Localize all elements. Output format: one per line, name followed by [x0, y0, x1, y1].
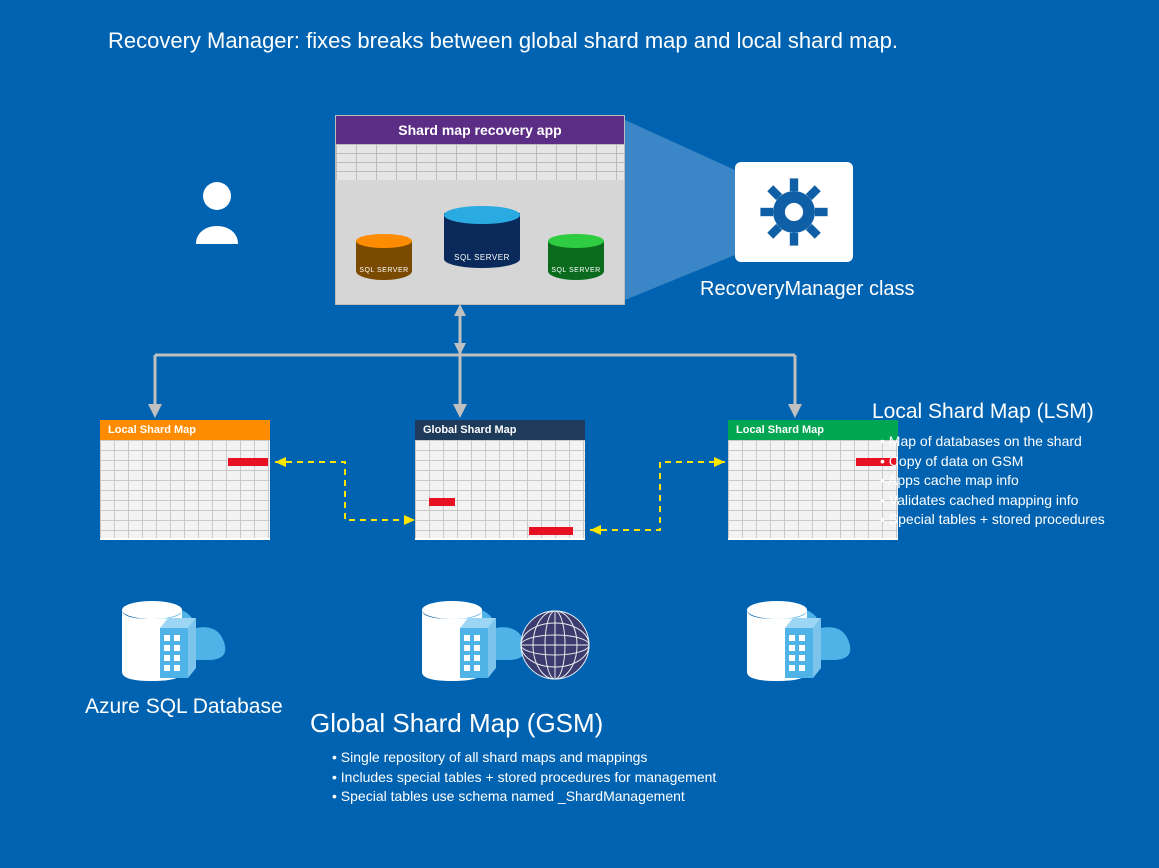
recovery-app-panel: Shard map recovery app SQL SERVER SQL SE… [335, 115, 625, 305]
azure-db-icon-center [390, 580, 620, 690]
arrow-tree [100, 300, 900, 430]
db-cylinder-center: SQL SERVER [444, 206, 520, 268]
lsm-bullet: Validates cached mapping info [880, 491, 1105, 511]
db-cylinder-left-label: SQL SERVER [356, 267, 412, 274]
lsm-bullet: Special tables + stored procedures [880, 510, 1105, 530]
db-cylinder-right: SQL SERVER [548, 234, 604, 280]
user-icon [190, 180, 244, 244]
gsm-bullet: Special tables use schema named _ShardMa… [332, 787, 716, 807]
lsm-bullet: Copy of data on GSM [880, 452, 1105, 472]
app-grid [336, 144, 624, 180]
recovery-manager-box [735, 162, 853, 262]
db-cylinder-center-label: SQL SERVER [444, 253, 520, 262]
db-cylinder-right-label: SQL SERVER [548, 267, 604, 274]
lsm-bullets: Map of databases on the shardCopy of dat… [880, 432, 1105, 530]
gear-icon [759, 177, 829, 247]
db-cylinder-left: SQL SERVER [356, 234, 412, 280]
lsm-title: Local Shard Map (LSM) [872, 400, 1094, 424]
azure-db-icon-left [90, 580, 280, 690]
gsm-bullets: Single repository of all shard maps and … [332, 748, 716, 807]
dashed-links [100, 420, 900, 560]
azure-sql-label: Azure SQL Database [85, 695, 283, 719]
recovery-app-title: Shard map recovery app [336, 116, 624, 144]
gsm-bullet: Single repository of all shard maps and … [332, 748, 716, 768]
recovery-manager-label: RecoveryManager class [700, 278, 915, 301]
lsm-bullet: Map of databases on the shard [880, 432, 1105, 452]
gsm-bullet: Includes special tables + stored procedu… [332, 768, 716, 788]
page-title: Recovery Manager: fixes breaks between g… [108, 28, 898, 54]
lsm-bullet: Apps cache map info [880, 471, 1105, 491]
globe-icon [521, 611, 589, 679]
connector-cone [620, 115, 740, 305]
azure-db-icon-right [715, 580, 905, 690]
gsm-title: Global Shard Map (GSM) [310, 708, 603, 739]
